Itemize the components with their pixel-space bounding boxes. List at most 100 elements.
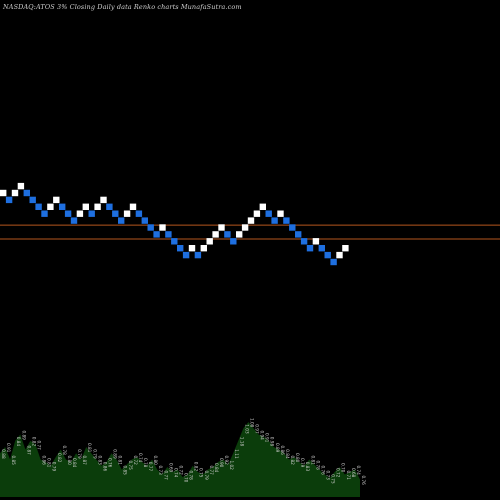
volume-label: 0.71 (346, 471, 351, 481)
volume-label: 1.03 (244, 424, 249, 434)
renko-brick-up (342, 245, 349, 252)
renko-brick-up (277, 210, 284, 217)
volume-label: 0.79 (92, 449, 97, 459)
volume-label: 0.81 (87, 443, 92, 453)
renko-brick-up (123, 210, 131, 217)
volume-label: 0.84 (16, 437, 21, 447)
volume-label: 1.18 (239, 437, 244, 447)
renko-brick-down (283, 217, 290, 224)
volume-label: 0.72 (133, 456, 138, 466)
renko-brick-down (289, 224, 296, 231)
volume-label: 0.77 (37, 441, 42, 451)
volume-label: 1.02 (229, 461, 234, 471)
renko-brick-up (247, 217, 255, 224)
volume-label: 0.77 (163, 471, 168, 481)
volume-label: 0.70 (184, 473, 189, 483)
volume-label: 0.78 (189, 471, 194, 481)
volume-label: 0.73 (326, 471, 331, 481)
renko-brick-up (253, 210, 261, 217)
renko-brick-down (194, 251, 202, 259)
volume-label: 0.72 (179, 466, 184, 476)
volume-label: 0.87 (26, 446, 31, 456)
volume-label: 0.78 (143, 458, 148, 468)
renko-brick-up (47, 203, 54, 210)
renko-brick-up (17, 182, 25, 190)
volume-label: 0.84 (72, 458, 77, 468)
renko-brick-down (29, 196, 36, 204)
renko-brick-up (94, 203, 101, 210)
renko-brick-down (271, 217, 278, 224)
volume-label: 0.75 (199, 468, 204, 478)
renko-brick-up (241, 224, 249, 231)
volume-label: 0.76 (361, 476, 366, 486)
volume-label: 0.79 (52, 462, 57, 472)
volume-label: 0.79 (77, 449, 82, 459)
volume-label: 0.89 (113, 449, 118, 459)
renko-brick-up (188, 245, 196, 252)
volume-label: 0.77 (209, 466, 214, 476)
volume-label: 0.83 (305, 462, 310, 472)
volume-label: 0.73 (158, 466, 163, 476)
volume-label: 0.70 (341, 463, 346, 473)
renko-brick-up (218, 224, 225, 231)
volume-label: 0.81 (310, 456, 315, 466)
volume-label: 0.86 (42, 456, 47, 466)
volume-label: 0.76 (108, 458, 113, 468)
volume-label: 0.89 (275, 443, 280, 453)
volume-label: 0.82 (194, 462, 199, 472)
renko-brick-down (177, 245, 184, 252)
renko-brick-down (135, 210, 143, 217)
volume-label: 0.90 (219, 458, 224, 468)
renko-brick-down (224, 231, 231, 238)
renko-brick-up (200, 245, 207, 252)
volume-label: 0.81 (118, 456, 123, 466)
renko-brick-up (129, 203, 137, 210)
volume-label: 0.89 (21, 431, 26, 441)
volume-label: 0.84 (214, 463, 219, 473)
volume-label: 0.94 (260, 431, 265, 441)
volume-label: 0.92 (224, 456, 229, 466)
renko-brick-down (300, 238, 308, 245)
volume-label: 0.83 (97, 456, 102, 466)
renko-brick-up (236, 231, 243, 238)
renko-brick-down (318, 245, 325, 252)
renko-brick-down (147, 224, 154, 231)
volume-label: 0.75 (331, 474, 336, 484)
volume-label: 0.74 (173, 468, 178, 478)
renko-brick-down (59, 203, 66, 210)
volume-label: 1.08 (250, 418, 255, 428)
volume-area (0, 422, 360, 497)
renko-brick-up (0, 189, 7, 197)
volume-label: 0.91 (6, 443, 11, 453)
volume-label: 0.74 (138, 453, 143, 463)
volume-label: 0.80 (153, 456, 158, 466)
volume-label: 0.84 (285, 449, 290, 459)
volume-label: 0.68 (351, 468, 356, 478)
renko-brick-down (112, 210, 119, 217)
renko-brick-down (141, 217, 148, 224)
renko-brick-up (159, 224, 166, 231)
volume-label: 0.77 (148, 462, 153, 472)
volume-label: 0.86 (280, 446, 285, 456)
renko-brick-down (41, 210, 48, 217)
renko-brick-down (324, 251, 331, 259)
renko-brick-up (11, 189, 19, 197)
renko-brick-up (82, 203, 89, 210)
volume-label: 0.82 (31, 437, 36, 447)
volume-label: 0.76 (320, 466, 325, 476)
renko-brick-down (153, 231, 160, 238)
renko-brick-down (118, 217, 125, 224)
volume-label: 0.88 (1, 449, 6, 459)
volume-label: 0.78 (62, 446, 67, 456)
renko-brick-down (35, 203, 42, 210)
renko-brick-up (100, 196, 107, 204)
volume-label: 0.85 (123, 466, 128, 476)
volume-label: 0.86 (102, 462, 107, 472)
volume-panel: 0.880.910.850.840.890.870.82 0.770.86 0.81… (0, 418, 366, 497)
volume-label: 0.74 (356, 466, 361, 476)
volume-label: 1.11 (234, 449, 239, 459)
renko-brick-down (5, 196, 13, 204)
volume-label: 0.81 (47, 458, 52, 468)
renko-brick-down (106, 203, 113, 210)
